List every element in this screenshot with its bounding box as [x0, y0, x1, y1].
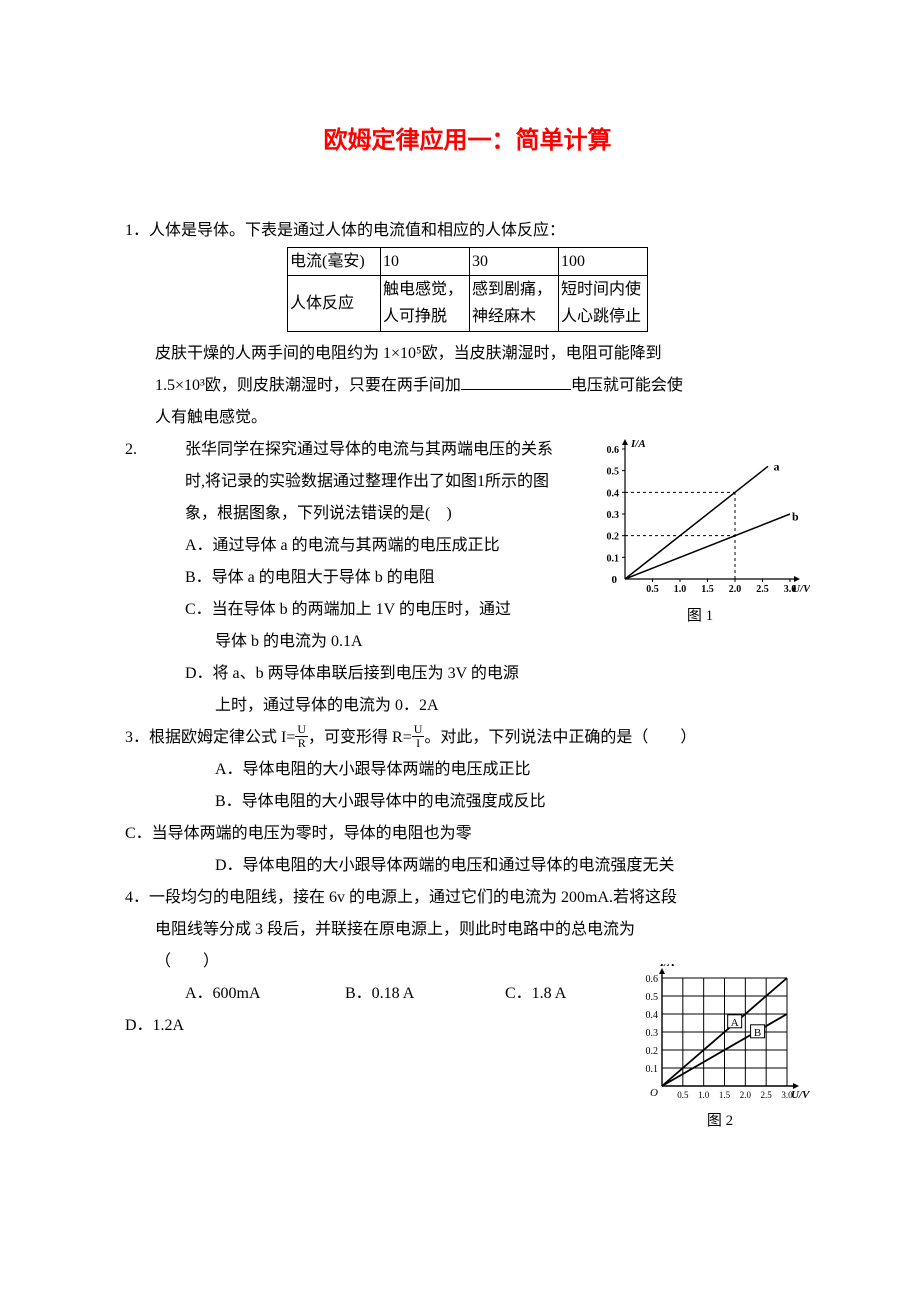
- svg-text:0: 0: [612, 574, 618, 586]
- svg-text:A: A: [731, 1016, 739, 1028]
- svg-text:0.3: 0.3: [646, 1028, 659, 1039]
- q4-optC: C．1.8 A: [505, 978, 566, 1010]
- q3-lead-b: ，可变形得 R=: [308, 729, 412, 746]
- svg-text:0.5: 0.5: [607, 466, 620, 477]
- q4-lead1: 一段均匀的电阻线，接在 6v 的电源上，通过它们的电流为 200mA.若将这段: [149, 889, 677, 906]
- frac-num: U: [295, 723, 308, 737]
- q3-lead: 3．根据欧姆定律公式 I=UR，可变形得 R=UI。对此，下列说法中正确的是（ …: [125, 722, 810, 754]
- q3-number: 3．: [125, 729, 149, 746]
- question-4: 4．一段均匀的电阻线，接在 6v 的电源上，通过它们的电流为 200mA.若将这…: [125, 882, 810, 1136]
- svg-text:b: b: [792, 509, 799, 523]
- svg-text:0.5: 0.5: [677, 1090, 689, 1100]
- figure-2-caption: 图 2: [630, 1106, 810, 1136]
- svg-text:0.5: 0.5: [646, 992, 659, 1003]
- q1-after-line1: 皮肤干燥的人两手间的电阻约为 1×10⁵欧，当皮肤潮湿时，电阻可能降到: [155, 338, 810, 370]
- svg-text:0.2: 0.2: [646, 1046, 659, 1057]
- q3-optC: C．当导体两端的电压为零时，导体的电阻也为零: [125, 818, 810, 850]
- figure-2: 0.10.20.30.40.50.60.51.01.52.02.53.0OI/A…: [630, 964, 810, 1136]
- q1-number: 1．: [125, 222, 149, 239]
- q1-blank: [461, 373, 571, 390]
- q3-optA: A．导体电阻的大小跟导体两端的电压成正比: [215, 754, 810, 786]
- q1-after-line3: 人有触电感觉。: [155, 402, 810, 434]
- q2-optA: A．通过导体 a 的电流与其两端的电压成正比: [185, 530, 570, 562]
- svg-text:2.5: 2.5: [761, 1090, 773, 1100]
- q3-frac2: UI: [412, 723, 425, 750]
- svg-text:I/A: I/A: [630, 438, 646, 450]
- frac-den: R: [295, 737, 308, 750]
- svg-text:1.0: 1.0: [698, 1090, 710, 1100]
- svg-text:O: O: [650, 1087, 658, 1099]
- q1-after-line2b: 电压就可能会使: [571, 377, 683, 394]
- svg-text:2.0: 2.0: [740, 1090, 752, 1100]
- page: 欧姆定律应用一：简单计算 1．人体是导体。下表是通过人体的电流值和相应的人体反应…: [0, 0, 920, 1196]
- q3-optB: B．导体电阻的大小跟导体中的电流强度成反比: [215, 786, 810, 818]
- svg-text:I/A: I/A: [659, 964, 675, 969]
- q4-optB: B．0.18 A: [345, 978, 505, 1010]
- q1-table: 电流(毫安)1030100人体反应触电感觉，人可挣脱感到剧痛，神经麻木短时间内使…: [287, 247, 648, 332]
- question-3: 3．根据欧姆定律公式 I=UR，可变形得 R=UI。对此，下列说法中正确的是（ …: [125, 722, 810, 882]
- question-1: 1．人体是导体。下表是通过人体的电流值和相应的人体反应： 电流(毫安)10301…: [125, 215, 810, 434]
- chart-2: 0.10.20.30.40.50.60.51.01.52.02.53.0OI/A…: [630, 964, 810, 1104]
- svg-text:0.3: 0.3: [607, 510, 620, 521]
- q4-lead2: 电阻线等分成 3 段后，并联接在原电源上，则此时电路中的总电流为: [155, 914, 810, 946]
- svg-text:U/V: U/V: [792, 583, 810, 595]
- chart-1: 0.10.20.30.40.50.600.51.01.52.02.53.0I/A…: [590, 434, 810, 599]
- body: 1．人体是导体。下表是通过人体的电流值和相应的人体反应： 电流(毫安)10301…: [125, 215, 810, 1136]
- q2-optD-line1: D．将 a、b 两导体串联后接到电压为 3V 的电源: [185, 658, 810, 690]
- svg-text:0.4: 0.4: [646, 1010, 659, 1021]
- svg-text:2.0: 2.0: [729, 584, 742, 595]
- page-title: 欧姆定律应用一：简单计算: [125, 120, 810, 155]
- q1-after-line2a: 1.5×10³欧，则皮肤潮湿时，只要在两手间加: [155, 377, 461, 394]
- question-2: 0.10.20.30.40.50.600.51.01.52.02.53.0I/A…: [125, 434, 810, 722]
- q4-lead: 4．一段均匀的电阻线，接在 6v 的电源上，通过它们的电流为 200mA.若将这…: [125, 882, 810, 914]
- svg-text:0.2: 0.2: [607, 531, 620, 542]
- svg-text:2.5: 2.5: [756, 584, 769, 595]
- q4-optA: A．600mA: [185, 978, 345, 1010]
- svg-text:0.4: 0.4: [607, 488, 620, 499]
- svg-text:1.5: 1.5: [719, 1090, 731, 1100]
- q1-after-line2: 1.5×10³欧，则皮肤潮湿时，只要在两手间加 电压就可能会使: [155, 370, 810, 402]
- svg-text:1.0: 1.0: [674, 584, 687, 595]
- frac-den: I: [412, 737, 425, 750]
- svg-text:0.6: 0.6: [646, 974, 659, 985]
- svg-text:0.6: 0.6: [607, 445, 620, 456]
- q2-optD-line2: 上时，通过导体的电流为 0．2A: [215, 690, 810, 722]
- q2-lead: 张华同学在探究通过导体的电流与其两端电压的关系时,将记录的实验数据通过整理作出了…: [185, 434, 570, 530]
- q3-lead-a: 根据欧姆定律公式 I=: [149, 729, 295, 746]
- svg-text:0.5: 0.5: [646, 584, 659, 595]
- svg-text:a: a: [774, 459, 780, 473]
- frac-num: U: [412, 723, 425, 737]
- svg-text:0.1: 0.1: [607, 553, 620, 564]
- figure-1: 0.10.20.30.40.50.600.51.01.52.02.53.0I/A…: [590, 434, 810, 631]
- q2-number: 2.: [125, 441, 137, 458]
- q3-frac1: UR: [295, 723, 308, 750]
- figure-1-caption: 图 1: [590, 601, 810, 631]
- q4-options-row: A．600mA B．0.18 A C．1.8 A: [185, 978, 622, 1010]
- q1-lead: 人体是导体。下表是通过人体的电流值和相应的人体反应：: [149, 222, 565, 239]
- q3-optD: D．导体电阻的大小跟导体两端的电压和通过导体的电流强度无关: [215, 850, 810, 882]
- svg-text:0.1: 0.1: [646, 1064, 659, 1075]
- svg-text:B: B: [754, 1026, 761, 1038]
- svg-text:1.5: 1.5: [701, 584, 714, 595]
- q4-number: 4．: [125, 889, 149, 906]
- svg-text:U/V: U/V: [791, 1089, 810, 1101]
- q3-lead-c: 。对此，下列说法中正确的是（ ）: [424, 729, 696, 746]
